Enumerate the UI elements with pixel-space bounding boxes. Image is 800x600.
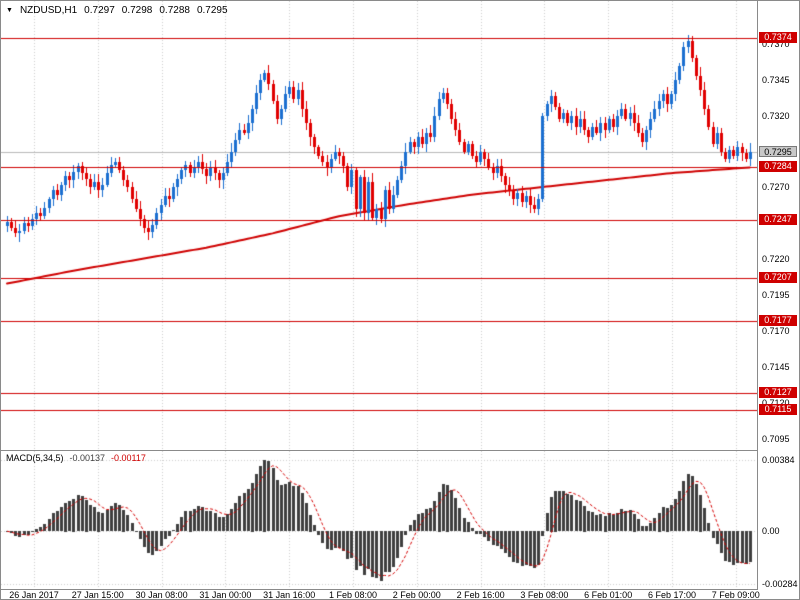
price-tick-label: 0.7195: [762, 290, 790, 300]
hline-price-label: 0.7284: [759, 161, 797, 172]
macd-tick-label: 0.00: [762, 526, 780, 536]
macd-tick-label: 0.00384: [762, 455, 795, 465]
price-tick-label: 0.7145: [762, 362, 790, 372]
symbol-period-label: NZDUSD,H1: [20, 5, 77, 16]
hline-price-label: 0.7115: [759, 404, 797, 415]
price-tick-label: 0.7095: [762, 434, 790, 444]
hline-price-label: 0.7177: [759, 315, 797, 326]
price-tick-label: 0.7170: [762, 326, 790, 336]
macd-label: MACD(5,34,5): [6, 453, 64, 463]
time-axis[interactable]: 26 Jan 201727 Jan 15:0030 Jan 08:0031 Ja…: [1, 590, 800, 600]
price-tick-label: 0.7220: [762, 254, 790, 264]
price-tick-label: 0.7320: [762, 111, 790, 121]
macd-tick-label: -0.00284: [762, 579, 798, 589]
macd-main-value: -0.00137: [70, 453, 106, 463]
ohlc-high-value: 0.7298: [122, 5, 153, 16]
ohlc-open-value: 0.7297: [84, 5, 115, 16]
price-chart-canvas[interactable]: [1, 1, 757, 450]
macd-indicator-header: MACD(5,34,5) -0.00137 -0.00117: [6, 453, 146, 463]
time-axis-label: 7 Feb 09:00: [696, 590, 776, 600]
hline-price-label: 0.7247: [759, 214, 797, 225]
macd-signal-value: -0.00117: [111, 453, 146, 463]
price-tick-label: 0.7270: [762, 182, 790, 192]
chart-menu-icon[interactable]: ▼: [6, 6, 13, 16]
main-chart-pane[interactable]: [1, 1, 757, 451]
macd-canvas[interactable]: [1, 451, 757, 589]
hline-price-label: 0.7207: [759, 272, 797, 283]
hline-price-label: 0.7374: [759, 32, 797, 43]
chart-header: ▼ NZDUSD,H1 0.7297 0.7298 0.7288 0.7295: [6, 5, 228, 16]
chart-window: ▼ NZDUSD,H1 0.7297 0.7298 0.7288 0.7295 …: [0, 0, 800, 600]
macd-indicator-pane[interactable]: [1, 451, 757, 590]
current-price-label: 0.7295: [759, 146, 797, 157]
hline-price-label: 0.7127: [759, 387, 797, 398]
ohlc-close-value: 0.7295: [197, 5, 228, 16]
price-axis[interactable]: 0.73700.73450.73200.72700.72200.71950.71…: [757, 1, 800, 600]
price-tick-label: 0.7345: [762, 75, 790, 85]
ohlc-low-value: 0.7288: [159, 5, 190, 16]
